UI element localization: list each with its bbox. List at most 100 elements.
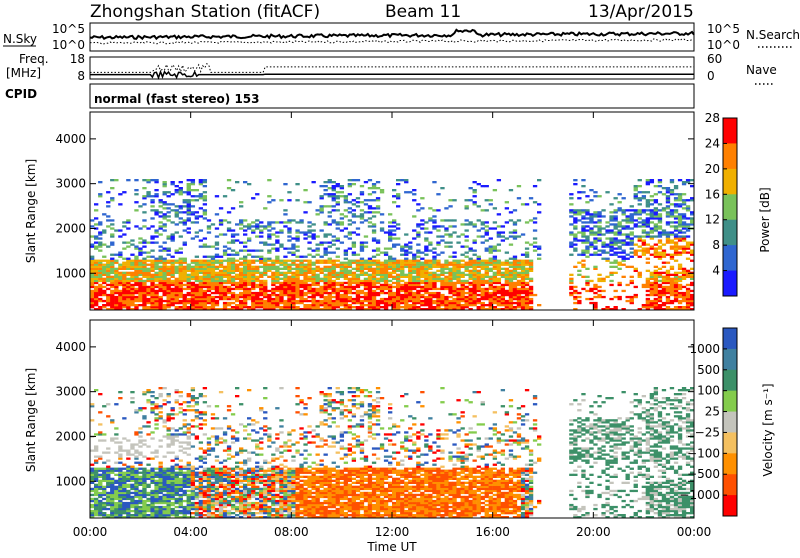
echo-cell [167,415,171,417]
echo-cell [428,280,432,282]
echo-cell [239,227,243,229]
echo-cell [171,239,175,241]
echo-cell [658,252,662,254]
echo-cell [154,302,158,304]
echo-cell [597,239,601,241]
echo-cell [251,250,255,252]
echo-cell [448,274,452,276]
echo-cell [175,502,179,504]
echo-cell [102,244,106,246]
echo-cell [118,296,122,298]
echo-cell [461,260,465,262]
echo-cell [183,199,187,201]
echo-cell [577,209,581,211]
echo-cell [150,290,154,292]
echo-cell [316,288,320,290]
colorbar-tick-label: 28 [705,111,720,125]
echo-cell [247,268,251,270]
echo-cell [356,233,360,235]
echo-cell [142,211,146,213]
echo-cell [448,284,452,286]
echo-cell [420,252,424,254]
echo-cell [138,427,142,429]
echo-cell [283,278,287,280]
echo-cell [114,486,118,488]
echo-cell [219,272,223,274]
echo-cell [662,294,666,296]
echo-cell [171,439,175,441]
echo-cell [360,292,364,294]
echo-cell [622,258,626,260]
echo-cell [287,264,291,266]
echo-cell [420,270,424,272]
echo-cell [223,250,227,252]
echo-cell [448,246,452,248]
echo-cell [666,290,670,292]
echo-cell [167,492,171,494]
echo-cell [682,274,686,276]
echo-cell [122,274,126,276]
echo-cell [392,286,396,288]
echo-cell [388,288,392,290]
echo-cell [489,248,493,250]
echo-cell [352,298,356,300]
echo-cell [134,502,138,504]
echo-cell [134,209,138,211]
echo-cell [251,231,255,233]
echo-cell [489,270,493,272]
echo-cell [368,258,372,260]
echo-cell [573,209,577,211]
echo-cell [360,280,364,282]
echo-cell [589,290,593,292]
echo-cell [473,288,477,290]
echo-cell [259,298,263,300]
echo-cell [348,304,352,306]
echo-cell [295,300,299,302]
echo-cell [424,237,428,239]
echo-cell [646,205,650,207]
echo-cell [167,401,171,403]
echo-cell [267,179,271,181]
echo-cell [138,514,142,516]
echo-cell [150,431,154,433]
echo-cell [187,274,191,276]
echo-cell [118,484,122,486]
echo-cell [614,227,618,229]
echo-cell [448,306,452,308]
echo-cell [364,235,368,237]
echo-cell [368,207,372,209]
echo-cell [569,203,573,205]
echo-cell [267,290,271,292]
echo-cell [376,272,380,274]
echo-cell [316,248,320,250]
echo-cell [142,480,146,482]
echo-cell [312,278,316,280]
echo-cell [146,474,150,476]
echo-cell [634,197,638,199]
echo-cell [477,306,481,308]
echo-cell [255,225,259,227]
echo-cell [674,300,678,302]
echo-cell [207,302,211,304]
echo-cell [150,452,154,454]
echo-cell [481,262,485,264]
echo-cell [283,294,287,296]
echo-cell [412,264,416,266]
echo-cell [287,252,291,254]
echo-cell [517,185,521,187]
echo-cell [678,231,682,233]
echo-cell [243,260,247,262]
echo-cell [122,258,126,260]
echo-cell [118,508,122,510]
echo-cell [163,474,167,476]
echo-cell [585,242,589,244]
echo-cell [517,302,521,304]
echo-cell [521,298,525,300]
echo-cell [674,296,678,298]
echo-cell [167,506,171,508]
echo-cell [110,179,114,181]
echo-cell [336,278,340,280]
echo-cell [110,258,114,260]
echo-cell [251,225,255,227]
echo-cell [686,302,690,304]
